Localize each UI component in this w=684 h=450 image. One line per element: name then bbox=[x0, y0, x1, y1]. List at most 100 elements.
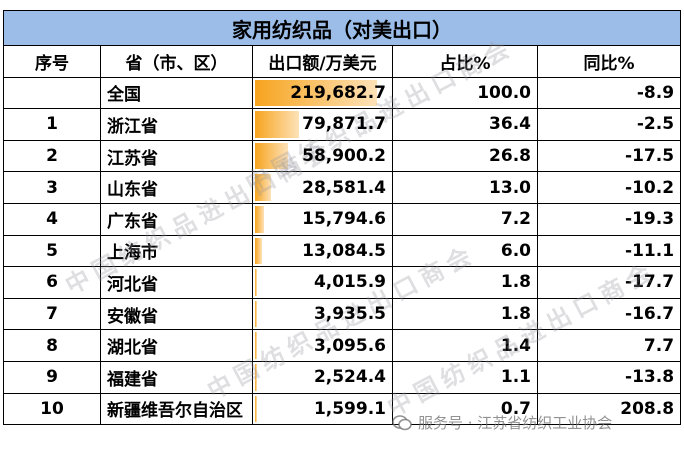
cell-yoy: -17.5 bbox=[536, 139, 682, 173]
cell-rank: 10 bbox=[3, 392, 101, 426]
export-data-bar bbox=[255, 269, 258, 296]
home-textiles-export-table: 家用纺织品（对美出口） 序号 省（市、区） 出口额/万美元 占比% 同比% 全国… bbox=[2, 10, 682, 426]
export-data-bar bbox=[255, 111, 300, 138]
cell-share: 7.2 bbox=[392, 202, 538, 236]
cell-yoy: 7.7 bbox=[536, 329, 682, 362]
export-data-bar bbox=[255, 79, 377, 107]
export-value: 13,084.5 bbox=[302, 240, 386, 261]
table-row: 5 上海市 13,084.5 6.0 -11.1 bbox=[3, 234, 682, 268]
cell-share: 13.0 bbox=[392, 171, 538, 204]
cell-yoy: -17.7 bbox=[536, 266, 682, 299]
cell-province: 湖北省 bbox=[100, 329, 253, 362]
table-row: 1 浙江省 79,871.7 36.4 -2.5 bbox=[3, 108, 682, 141]
cell-rank: 8 bbox=[3, 329, 101, 362]
footer-text: 服务号 · 江苏省纺织工业协会 bbox=[418, 414, 613, 432]
table-row: 3 山东省 28,581.4 13.0 -10.2 bbox=[3, 171, 682, 204]
export-value: 58,900.2 bbox=[302, 146, 386, 167]
cell-export: 15,794.6 bbox=[252, 202, 393, 236]
cell-share: 0.7 bbox=[392, 392, 538, 426]
cell-province: 山东省 bbox=[100, 171, 253, 204]
header-export: 出口额/万美元 bbox=[252, 45, 393, 78]
cell-export: 28,581.4 bbox=[252, 171, 393, 204]
cell-export: 1,599.1 bbox=[252, 392, 393, 426]
export-data-bar bbox=[255, 205, 264, 233]
cell-share: 1.4 bbox=[392, 329, 538, 362]
wechat-icon bbox=[392, 414, 412, 431]
cell-yoy: -11.1 bbox=[536, 234, 682, 268]
cell-share: 6.0 bbox=[392, 234, 538, 268]
export-data-bar bbox=[255, 237, 263, 265]
cell-yoy: -8.9 bbox=[536, 76, 682, 110]
cell-export: 3,935.5 bbox=[252, 297, 393, 331]
table-row: 全国 219,682.7 100.0 -8.9 bbox=[3, 76, 682, 110]
cell-province: 全国 bbox=[100, 76, 253, 110]
table-row: 4 广东省 15,794.6 7.2 -19.3 bbox=[3, 202, 682, 236]
export-data-bar bbox=[255, 395, 257, 423]
header-rank: 序号 bbox=[3, 45, 101, 78]
cell-rank bbox=[3, 76, 101, 110]
export-data-bar bbox=[255, 300, 258, 328]
export-value: 15,794.6 bbox=[302, 209, 386, 230]
header-share: 占比% bbox=[392, 45, 538, 78]
footer-source: 服务号 · 江苏省纺织工业协会 bbox=[392, 412, 612, 433]
export-value: 1,599.1 bbox=[313, 398, 386, 419]
export-value: 3,095.6 bbox=[313, 335, 386, 356]
cell-yoy: -10.2 bbox=[536, 171, 682, 204]
cell-rank: 6 bbox=[3, 266, 101, 299]
cell-province: 河北省 bbox=[100, 266, 253, 299]
cell-province: 浙江省 bbox=[100, 108, 253, 141]
cell-export: 3,095.6 bbox=[252, 329, 393, 362]
header-row: 序号 省（市、区） 出口额/万美元 占比% 同比% bbox=[3, 45, 682, 78]
export-table-container: 家用纺织品（对美出口） 序号 省（市、区） 出口额/万美元 占比% 同比% 全国… bbox=[2, 10, 682, 426]
cell-yoy: -19.3 bbox=[536, 202, 682, 236]
table-row: 9 福建省 2,524.4 1.1 -13.8 bbox=[3, 360, 682, 394]
cell-export: 58,900.2 bbox=[252, 139, 393, 173]
title-row: 家用纺织品（对美出口） bbox=[2, 10, 682, 46]
export-value: 79,871.7 bbox=[302, 114, 386, 135]
export-value: 219,682.7 bbox=[290, 82, 386, 103]
export-value: 28,581.4 bbox=[302, 177, 386, 198]
cell-yoy: -16.7 bbox=[536, 297, 682, 331]
table-row: 2 江苏省 58,900.2 26.8 -17.5 bbox=[3, 139, 682, 173]
export-data-bar bbox=[255, 142, 288, 170]
table-row: 8 湖北省 3,095.6 1.4 7.7 bbox=[3, 329, 682, 362]
cell-share: 1.8 bbox=[392, 266, 538, 299]
cell-yoy: -2.5 bbox=[536, 108, 682, 141]
cell-export: 13,084.5 bbox=[252, 234, 393, 268]
cell-yoy: 208.8 bbox=[536, 392, 682, 426]
export-data-bar bbox=[255, 332, 257, 359]
table-body: 全国 219,682.7 100.0 -8.9 1 浙江省 79,871.7 36.4 -2.5… bbox=[3, 76, 682, 426]
cell-province: 上海市 bbox=[100, 234, 253, 268]
cell-province: 福建省 bbox=[100, 360, 253, 394]
table-title: 家用纺织品（对美出口） bbox=[2, 10, 682, 46]
cell-share: 100.0 bbox=[392, 76, 538, 110]
cell-rank: 5 bbox=[3, 234, 101, 268]
cell-yoy: -13.8 bbox=[536, 360, 682, 394]
cell-export: 79,871.7 bbox=[252, 108, 393, 141]
table-row: 10 新疆维吾尔自治区 1,599.1 0.7 208.8 bbox=[3, 392, 682, 426]
header-yoy: 同比% bbox=[536, 45, 682, 78]
cell-rank: 9 bbox=[3, 360, 101, 394]
cell-rank: 4 bbox=[3, 202, 101, 236]
cell-province: 新疆维吾尔自治区 bbox=[100, 392, 253, 426]
cell-province: 广东省 bbox=[100, 202, 253, 236]
export-data-bar bbox=[255, 363, 257, 391]
export-value: 3,935.5 bbox=[313, 304, 386, 325]
export-value: 4,015.9 bbox=[313, 272, 386, 293]
cell-rank: 1 bbox=[3, 108, 101, 141]
export-data-bar bbox=[255, 174, 271, 201]
cell-rank: 3 bbox=[3, 171, 101, 204]
cell-share: 36.4 bbox=[392, 108, 538, 141]
header-province: 省（市、区） bbox=[100, 45, 253, 78]
cell-province: 安徽省 bbox=[100, 297, 253, 331]
cell-export: 4,015.9 bbox=[252, 266, 393, 299]
table-row: 6 河北省 4,015.9 1.8 -17.7 bbox=[3, 266, 682, 299]
cell-rank: 7 bbox=[3, 297, 101, 331]
table-row: 7 安徽省 3,935.5 1.8 -16.7 bbox=[3, 297, 682, 331]
export-value: 2,524.4 bbox=[313, 367, 386, 388]
cell-province: 江苏省 bbox=[100, 139, 253, 173]
cell-export: 2,524.4 bbox=[252, 360, 393, 394]
cell-share: 26.8 bbox=[392, 139, 538, 173]
cell-export: 219,682.7 bbox=[252, 76, 393, 110]
cell-share: 1.1 bbox=[392, 360, 538, 394]
